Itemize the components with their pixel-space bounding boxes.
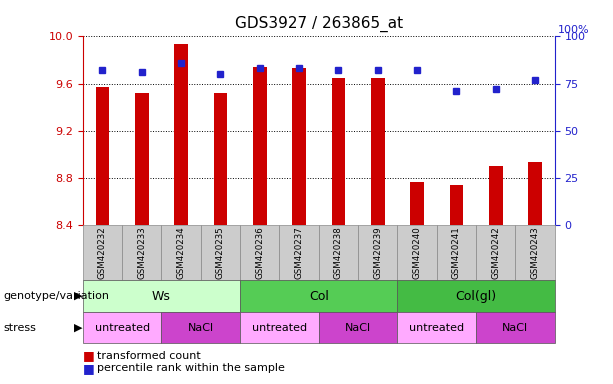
Text: GSM420233: GSM420233 <box>137 226 147 279</box>
Text: Col: Col <box>309 290 329 303</box>
Text: GSM420236: GSM420236 <box>255 226 264 279</box>
Text: Ws: Ws <box>152 290 171 303</box>
Text: GSM420241: GSM420241 <box>452 226 461 279</box>
Text: ■: ■ <box>83 349 94 362</box>
Text: ■: ■ <box>83 362 94 375</box>
Text: GSM420237: GSM420237 <box>295 226 303 279</box>
Bar <box>489 166 503 225</box>
Text: ▶: ▶ <box>74 323 83 333</box>
Bar <box>449 185 463 225</box>
Text: GSM420239: GSM420239 <box>373 226 383 279</box>
Text: NaCl: NaCl <box>188 323 214 333</box>
Bar <box>174 43 188 225</box>
Text: ▶: ▶ <box>74 291 83 301</box>
Text: transformed count: transformed count <box>97 351 200 361</box>
Text: genotype/variation: genotype/variation <box>3 291 109 301</box>
Text: GSM420240: GSM420240 <box>413 226 422 279</box>
Bar <box>135 93 148 225</box>
Title: GDS3927 / 263865_at: GDS3927 / 263865_at <box>235 16 403 32</box>
Text: GSM420243: GSM420243 <box>531 226 539 279</box>
Text: Col(gl): Col(gl) <box>455 290 497 303</box>
Text: NaCl: NaCl <box>345 323 371 333</box>
Bar <box>96 87 109 225</box>
Text: untreated: untreated <box>252 323 307 333</box>
Bar <box>528 162 542 225</box>
Bar <box>332 78 345 225</box>
Bar <box>292 68 306 225</box>
Text: GSM420234: GSM420234 <box>177 226 186 279</box>
Bar <box>371 78 384 225</box>
Text: stress: stress <box>3 323 36 333</box>
Text: NaCl: NaCl <box>503 323 528 333</box>
Text: GSM420242: GSM420242 <box>491 226 500 279</box>
Text: percentile rank within the sample: percentile rank within the sample <box>97 363 284 373</box>
Text: 100%: 100% <box>558 25 590 35</box>
Text: GSM420232: GSM420232 <box>98 226 107 279</box>
Text: untreated: untreated <box>94 323 150 333</box>
Text: GSM420235: GSM420235 <box>216 226 225 279</box>
Text: untreated: untreated <box>409 323 464 333</box>
Bar <box>253 67 267 225</box>
Bar <box>410 182 424 225</box>
Text: GSM420238: GSM420238 <box>334 226 343 279</box>
Bar <box>213 93 227 225</box>
